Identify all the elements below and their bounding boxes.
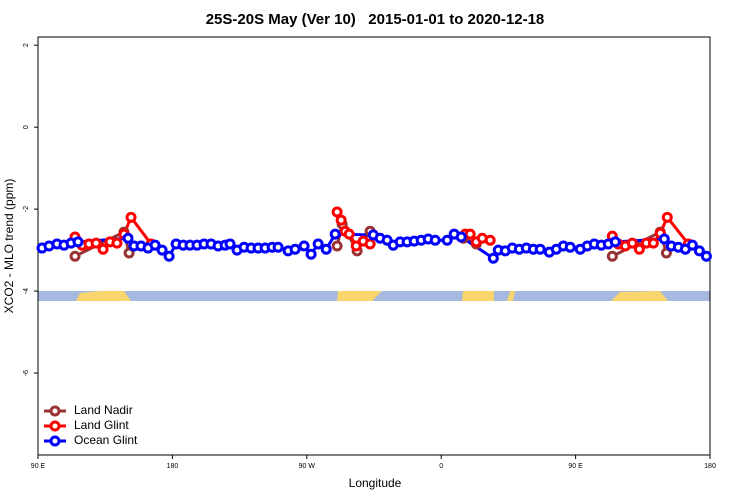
point: [658, 233, 670, 245]
point: [564, 241, 576, 253]
legend-marker: [49, 405, 61, 417]
land-shape: [76, 291, 131, 301]
point: [320, 243, 332, 255]
point: [289, 243, 301, 255]
point: [312, 238, 324, 250]
x-tick-label: 90 E: [568, 463, 583, 470]
point: [298, 240, 310, 252]
point: [660, 247, 672, 259]
x-tick-label: 0: [439, 463, 443, 470]
point: [350, 240, 362, 252]
point: [484, 234, 496, 246]
point: [609, 236, 621, 248]
legend-label: Land Nadir: [74, 403, 133, 417]
point: [455, 231, 467, 243]
legend-marker: [49, 435, 61, 447]
point: [156, 244, 168, 256]
x-tick-label: 90 W: [299, 463, 316, 470]
point: [534, 243, 546, 255]
point: [125, 211, 137, 223]
y-tick-label: 2: [23, 43, 30, 47]
land-shape: [507, 291, 515, 301]
land-shape: [462, 291, 494, 301]
legend-label: Ocean Glint: [74, 433, 138, 447]
point: [224, 238, 236, 250]
point: [90, 237, 102, 249]
point: [331, 240, 343, 252]
point: [335, 214, 347, 226]
x-tick-label: 180: [167, 463, 179, 470]
y-axis-label: XCO2 - MLO trend (ppm): [2, 179, 16, 314]
y-tick-label: -6: [23, 370, 30, 376]
point: [329, 228, 341, 240]
point: [163, 250, 175, 262]
point: [123, 247, 135, 259]
land-shape: [611, 291, 668, 301]
point: [111, 237, 123, 249]
point: [487, 252, 499, 264]
y-tick-label: -2: [23, 206, 30, 212]
map-band: [38, 291, 710, 301]
point: [343, 228, 355, 240]
y-tick-label: -4: [23, 288, 30, 294]
x-tick-label: 180: [704, 463, 716, 470]
point: [72, 236, 84, 248]
point: [331, 206, 343, 218]
point: [122, 232, 134, 244]
chart-title: 25S-20S May (Ver 10) 2015-01-01 to 2020-…: [206, 11, 545, 28]
point: [633, 243, 645, 255]
point: [661, 211, 673, 223]
y-tick-label: 0: [23, 125, 30, 129]
legend-marker: [49, 420, 61, 432]
point: [97, 243, 109, 255]
point: [305, 248, 317, 260]
point: [693, 245, 705, 257]
point: [464, 228, 476, 240]
point: [272, 241, 284, 253]
land-shape: [337, 291, 382, 301]
legend-label: Land Glint: [74, 418, 129, 432]
point: [626, 237, 638, 249]
point: [606, 250, 618, 262]
point: [647, 237, 659, 249]
point: [364, 238, 376, 250]
point: [149, 239, 161, 251]
point: [441, 234, 453, 246]
x-axis-label: Longitude: [349, 476, 402, 490]
point: [700, 250, 712, 262]
x-tick-label: 90 E: [31, 463, 46, 470]
point: [429, 234, 441, 246]
point: [686, 239, 698, 251]
point: [69, 250, 81, 262]
